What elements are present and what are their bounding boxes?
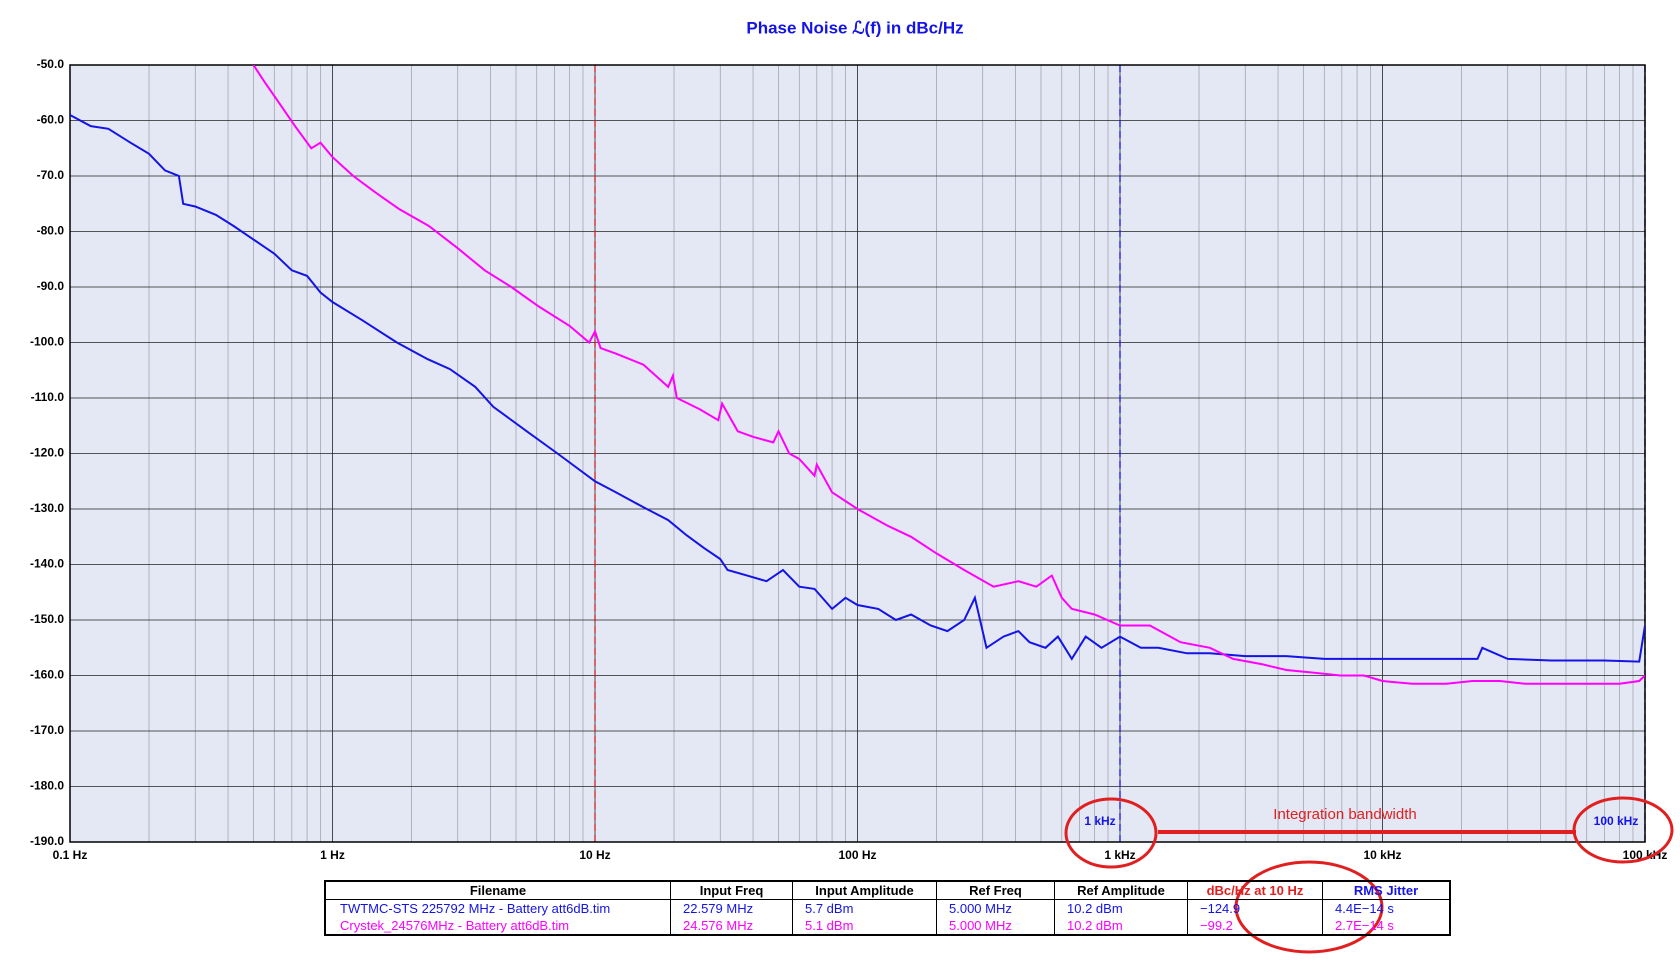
- annotation: Integration bandwidth: [1273, 806, 1416, 823]
- filename-cell: TWTMC-STS 225792 MHz - Battery att6dB.ti…: [324, 899, 671, 917]
- annotation: 1 kHz: [1084, 814, 1115, 828]
- y-tick-label: -50.0: [37, 57, 65, 71]
- highlight-circle: [1064, 797, 1158, 869]
- highlight-circle: [1572, 796, 1674, 864]
- annotation: 100 kHz: [1594, 814, 1639, 828]
- table-row: Crystek_24576MHz - Battery att6dB.tim 24.…: [324, 917, 1450, 935]
- y-tick-label: -180.0: [30, 779, 64, 793]
- table-cell: 2.7E−14 s: [1322, 917, 1450, 935]
- x-tick-label: 10 kHz: [1363, 848, 1401, 862]
- y-tick-label: -130.0: [30, 501, 64, 515]
- table-cell: 5.000 MHz: [936, 917, 1055, 935]
- column-header: dBc/Hz at 10 Hz: [1187, 881, 1323, 900]
- y-tick-label: -150.0: [30, 612, 64, 626]
- x-tick-label: 0.1 Hz: [53, 848, 88, 862]
- series-line: [252, 65, 1645, 685]
- y-tick-label: -190.0: [30, 834, 64, 848]
- table-cell: 24.576 MHz: [670, 917, 793, 935]
- y-tick-label: -90.0: [37, 279, 65, 293]
- column-header: RMS Jitter: [1322, 881, 1450, 900]
- x-tick-label: 100 kHz: [1623, 848, 1668, 862]
- x-tick-label: 100 Hz: [838, 848, 876, 862]
- column-header: Input Freq: [670, 881, 793, 900]
- chart-title: Phase Noise ℒ(f) in dBc/Hz: [746, 18, 963, 37]
- y-tick-label: -80.0: [37, 224, 65, 238]
- y-tick-label: -100.0: [30, 335, 64, 349]
- table-row: TWTMC-STS 225792 MHz - Battery att6dB.ti…: [324, 899, 1450, 917]
- y-tick-label: -170.0: [30, 723, 64, 737]
- column-header: Ref Freq: [936, 881, 1055, 900]
- x-tick-label: 1 kHz: [1104, 848, 1135, 862]
- column-header: Input Amplitude: [792, 881, 937, 900]
- table-header: Filename Input Freq Input Amplitude Ref Fre…: [324, 881, 1450, 900]
- plot-frame: [69, 64, 1646, 843]
- y-tick-label: -140.0: [30, 557, 64, 571]
- data-table: Filename Input Freq Input Amplitude Ref Fre…: [324, 880, 1451, 936]
- table-cell: 4.4E−14 s: [1322, 899, 1450, 917]
- table-cell: 5.1 dBm: [792, 917, 937, 935]
- table-cell: −124.9: [1187, 899, 1323, 917]
- y-tick-label: -160.0: [30, 668, 64, 682]
- table-cell: 22.579 MHz: [670, 899, 793, 917]
- table-cell: −99.2: [1187, 917, 1323, 935]
- column-header: Filename: [324, 881, 671, 900]
- table-cell: 10.2 dBm: [1054, 899, 1188, 917]
- table-cell: 5.7 dBm: [792, 899, 937, 917]
- x-tick-label: 1 Hz: [320, 848, 345, 862]
- column-header: Ref Amplitude: [1054, 881, 1188, 900]
- y-tick-label: -70.0: [37, 168, 65, 182]
- y-tick-label: -60.0: [37, 113, 65, 127]
- series-line: [70, 114, 1645, 663]
- table-cell: 10.2 dBm: [1054, 917, 1188, 935]
- filename-cell: Crystek_24576MHz - Battery att6dB.tim: [324, 917, 671, 935]
- y-tick-label: -120.0: [30, 446, 64, 460]
- table-cell: 5.000 MHz: [936, 899, 1055, 917]
- x-tick-label: 10 Hz: [579, 848, 610, 862]
- y-tick-label: -110.0: [31, 390, 65, 404]
